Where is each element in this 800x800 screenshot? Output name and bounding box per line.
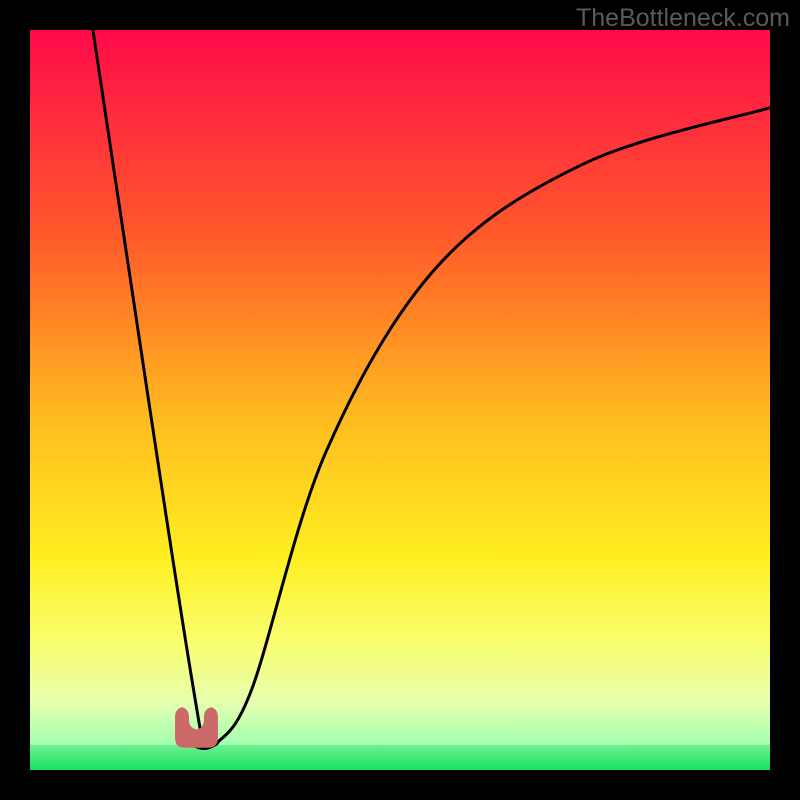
watermark-text: TheBottleneck.com [576, 4, 790, 33]
bottleneck-chart [0, 0, 800, 800]
chart-stage: TheBottleneck.com [0, 0, 800, 800]
heatmap-background [30, 30, 770, 770]
green-strip [30, 745, 770, 770]
